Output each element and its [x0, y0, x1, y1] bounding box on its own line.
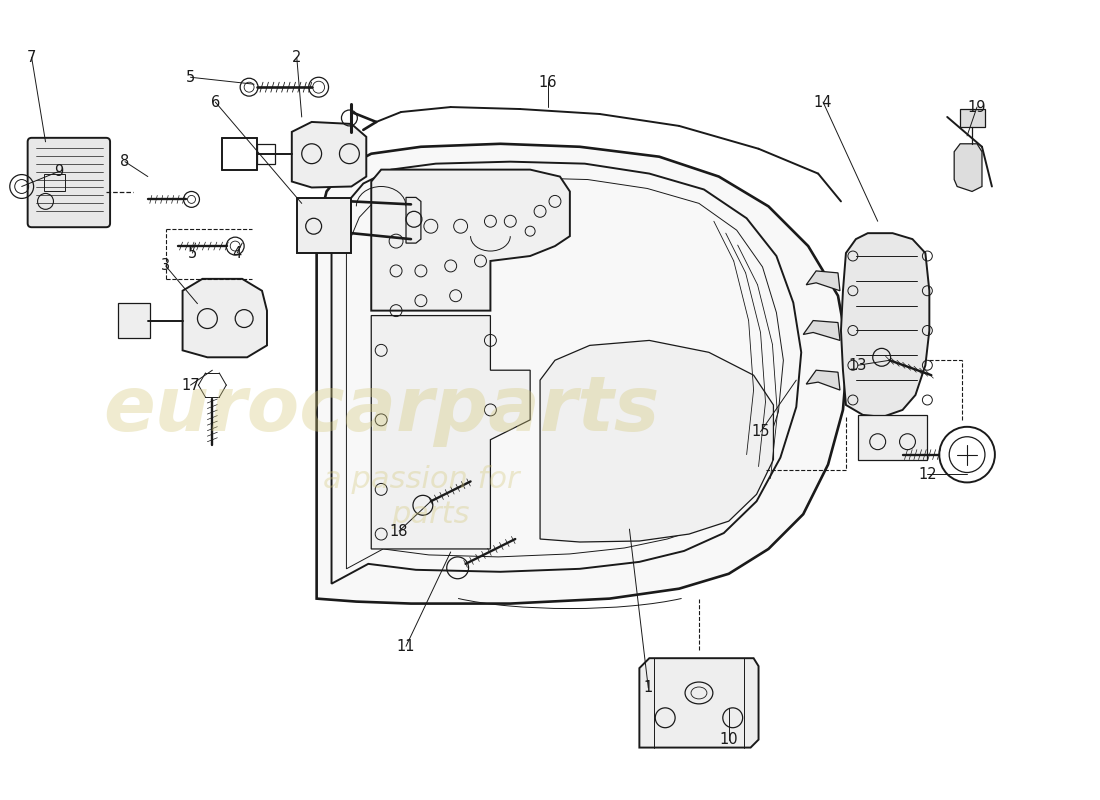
Text: 6: 6 — [211, 94, 220, 110]
Polygon shape — [317, 144, 848, 603]
Text: 10: 10 — [719, 732, 738, 747]
Text: 3: 3 — [161, 258, 170, 274]
Text: 11: 11 — [397, 638, 416, 654]
Polygon shape — [842, 233, 930, 417]
Bar — [118, 302, 150, 338]
Text: 19: 19 — [968, 99, 987, 114]
Text: 9: 9 — [54, 164, 63, 179]
Bar — [44, 174, 65, 191]
Bar — [257, 144, 275, 164]
Text: 5: 5 — [188, 246, 197, 261]
Text: 15: 15 — [751, 424, 770, 439]
Polygon shape — [954, 144, 982, 191]
Text: 12: 12 — [918, 467, 937, 482]
Polygon shape — [406, 198, 421, 243]
FancyBboxPatch shape — [28, 138, 110, 227]
Text: 4: 4 — [232, 246, 242, 261]
Text: parts: parts — [392, 500, 470, 529]
Text: 16: 16 — [539, 74, 558, 90]
Bar — [297, 198, 351, 253]
Text: 2: 2 — [293, 50, 301, 65]
Text: 1: 1 — [644, 681, 653, 695]
Polygon shape — [372, 315, 530, 549]
Polygon shape — [183, 279, 267, 358]
Bar — [960, 109, 984, 127]
Text: 7: 7 — [26, 50, 36, 65]
Polygon shape — [639, 658, 759, 747]
Polygon shape — [806, 271, 840, 290]
Polygon shape — [540, 341, 773, 542]
Text: 18: 18 — [389, 523, 408, 538]
Text: 17: 17 — [182, 378, 200, 393]
Text: 13: 13 — [849, 358, 867, 373]
Text: eurocarparts: eurocarparts — [103, 373, 659, 447]
Polygon shape — [806, 370, 840, 390]
Bar — [858, 415, 927, 459]
Text: 14: 14 — [814, 94, 833, 110]
Text: 5: 5 — [186, 70, 195, 85]
Polygon shape — [372, 170, 570, 310]
Polygon shape — [331, 162, 801, 584]
Polygon shape — [803, 321, 840, 341]
Polygon shape — [346, 178, 783, 569]
Text: 8: 8 — [120, 154, 130, 169]
Polygon shape — [292, 122, 366, 187]
Text: a passion for: a passion for — [322, 465, 519, 494]
